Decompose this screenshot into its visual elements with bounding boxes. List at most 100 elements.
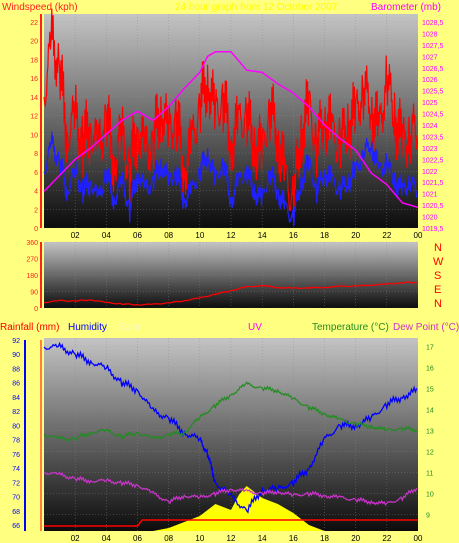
gust-line — [43, 8, 418, 223]
humidity-y-tick: 92 — [12, 338, 20, 345]
barometer-y-tick: 1026,5 — [422, 66, 444, 73]
wind-x-tick: 08 — [164, 231, 173, 240]
humidity-y-tick: 84 — [12, 395, 20, 402]
barometer-y-tick: 1022,5 — [422, 157, 444, 164]
direction-label-e: E — [434, 284, 442, 296]
bottom-x-tick: 16 — [289, 534, 298, 543]
direction-y-tick: 0 — [34, 306, 38, 313]
wind-x-tick: 06 — [133, 231, 142, 240]
dewpoint-line — [43, 471, 418, 507]
bottom-x-tick: 02 — [71, 534, 80, 543]
humidity-y-tick: 74 — [12, 466, 20, 473]
humidity-y-tick: 72 — [12, 480, 20, 487]
temperature-y-tick: 16 — [426, 365, 434, 372]
barometer-label: Barometer (mb) — [371, 2, 442, 13]
humidity-y-tick: 86 — [12, 381, 20, 388]
wind-x-tick: 02 — [71, 231, 80, 240]
bottom-x-tick: 04 — [102, 534, 111, 543]
bottom-x-tick: 22 — [382, 534, 391, 543]
barometer-y-tick: 1027 — [422, 54, 438, 61]
direction-label-s: S — [434, 270, 442, 282]
direction-y-tick: 180 — [26, 273, 38, 280]
bottom-x-tick: 08 — [164, 534, 173, 543]
temperature-y-tick: 9 — [426, 512, 430, 519]
wind-x-tick: 04 — [102, 231, 111, 240]
bottom-x-tick: 10 — [195, 534, 204, 543]
humidity-line — [43, 341, 418, 514]
barometer-y-tick: 1019,5 — [422, 226, 444, 233]
wind-y-tick: 2 — [34, 207, 38, 214]
barometer-y-tick: 1023,5 — [422, 134, 444, 141]
barometer-y-tick: 1020 — [422, 215, 438, 222]
barometer-y-tick: 1022 — [422, 169, 438, 176]
temperature-y-tick: 13 — [426, 428, 434, 435]
chart-title: 24 hour graph from 12 October 2007 — [175, 2, 338, 13]
barometer-y-tick: 1025,5 — [422, 89, 444, 96]
humidity-y-tick: 82 — [12, 409, 20, 416]
wind-y-tick: 22 — [30, 20, 38, 27]
average-wind-line — [43, 131, 418, 226]
humidity-y-tick: 66 — [12, 523, 20, 530]
barometer-y-tick: 1027,5 — [422, 43, 444, 50]
bottom-x-tick: 12 — [227, 534, 236, 543]
humidity-y-tick: 78 — [12, 438, 20, 445]
barometer-y-tick: 1024,5 — [422, 112, 444, 119]
humidity-label: Humidity — [68, 322, 107, 333]
barometer-y-tick: 1028 — [422, 31, 438, 38]
wind-x-tick: 18 — [320, 231, 329, 240]
windspeed-label: Windspeed (kph) — [2, 2, 78, 13]
temperature-y-tick: 17 — [426, 344, 434, 351]
direction-label-w: W — [433, 256, 444, 268]
humidity-y-tick: 70 — [12, 495, 20, 502]
bottom-x-tick: 20 — [351, 534, 360, 543]
wind-y-tick: 18 — [30, 57, 38, 64]
wind-x-tick: 14 — [258, 231, 267, 240]
wind-y-tick: 12 — [30, 114, 38, 121]
temperature-label: Temperature (°C) — [312, 322, 389, 333]
wind-x-tick: 22 — [382, 231, 391, 240]
wind-y-tick: 10 — [30, 132, 38, 139]
barometer-y-tick: 1021,5 — [422, 180, 444, 187]
barometer-line — [43, 51, 419, 209]
barometer-y-tick: 1023 — [422, 146, 438, 153]
temperature-line — [43, 381, 418, 442]
temperature-y-tick: 14 — [426, 407, 434, 414]
wind-y-tick: 20 — [30, 39, 38, 46]
direction-line — [44, 281, 417, 306]
humidity-y-tick: 68 — [12, 509, 20, 516]
uv-label: UV — [248, 322, 262, 333]
barometer-y-tick: 1020,5 — [422, 203, 444, 210]
rainfall-label: Rainfall (mm) — [0, 322, 60, 333]
rainfall-line — [44, 519, 418, 527]
direction-label-n1: N — [434, 242, 442, 254]
direction-y-tick: 270 — [26, 257, 38, 264]
barometer-y-tick: 1028,5 — [422, 20, 444, 27]
wind-x-tick: 16 — [289, 231, 298, 240]
solar-label: Solar — [118, 322, 142, 333]
temperature-y-tick: 11 — [426, 470, 433, 477]
direction-label-n2: N — [434, 298, 442, 310]
temperature-y-tick: 10 — [426, 491, 434, 498]
wind-y-tick: 16 — [30, 76, 38, 83]
wind-y-tick: 8 — [34, 151, 38, 158]
direction-y-tick: 90 — [30, 290, 38, 297]
humidity-y-tick: 90 — [12, 352, 20, 359]
wind-y-tick: 14 — [30, 95, 38, 102]
wind-y-tick: 0 — [34, 226, 38, 233]
barometer-y-tick: 1024 — [422, 123, 438, 130]
barometer-y-tick: 1025 — [422, 100, 438, 107]
bottom-x-tick: 14 — [258, 534, 267, 543]
bottom-x-tick: 06 — [133, 534, 142, 543]
wind-y-tick: 6 — [34, 170, 38, 177]
bottom-x-tick: 00 — [414, 534, 423, 543]
wind-x-tick: 20 — [351, 231, 360, 240]
temperature-y-tick: 12 — [426, 449, 434, 456]
humidity-y-tick: 76 — [12, 452, 20, 459]
direction-y-tick: 360 — [26, 240, 38, 247]
humidity-y-tick: 80 — [12, 423, 20, 430]
wind-x-tick: 10 — [195, 231, 204, 240]
barometer-y-tick: 1021 — [422, 192, 438, 199]
barometer-y-tick: 1026 — [422, 77, 438, 84]
wind-x-tick: 12 — [227, 231, 236, 240]
